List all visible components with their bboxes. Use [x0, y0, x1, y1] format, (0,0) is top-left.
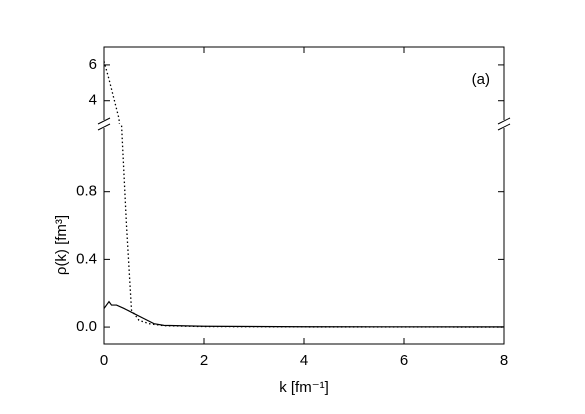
annotation: (a)	[472, 71, 490, 88]
data-line	[104, 300, 504, 328]
data-line	[104, 61, 121, 124]
y-tick-label: 0.4	[76, 250, 97, 267]
x-tick-label: 2	[200, 352, 208, 369]
y-tick-label: 6	[89, 56, 97, 73]
x-tick-label: 8	[500, 352, 508, 369]
data-line	[104, 170, 504, 173]
y-tick-label: 0.8	[76, 183, 97, 200]
x-tick-label: 4	[300, 352, 308, 369]
x-tick-label: 6	[400, 352, 408, 369]
axis-break	[97, 117, 511, 131]
x-tick-label: 0	[100, 352, 108, 369]
y-tick-label: 0.0	[76, 318, 97, 335]
y-tick-label: 4	[89, 92, 97, 109]
y-axis-label: ρ(k) [fm³]	[53, 215, 70, 275]
data-line	[120, 124, 504, 328]
plot-frame	[103, 46, 505, 345]
x-axis-label: k [fm⁻¹]	[279, 379, 329, 396]
